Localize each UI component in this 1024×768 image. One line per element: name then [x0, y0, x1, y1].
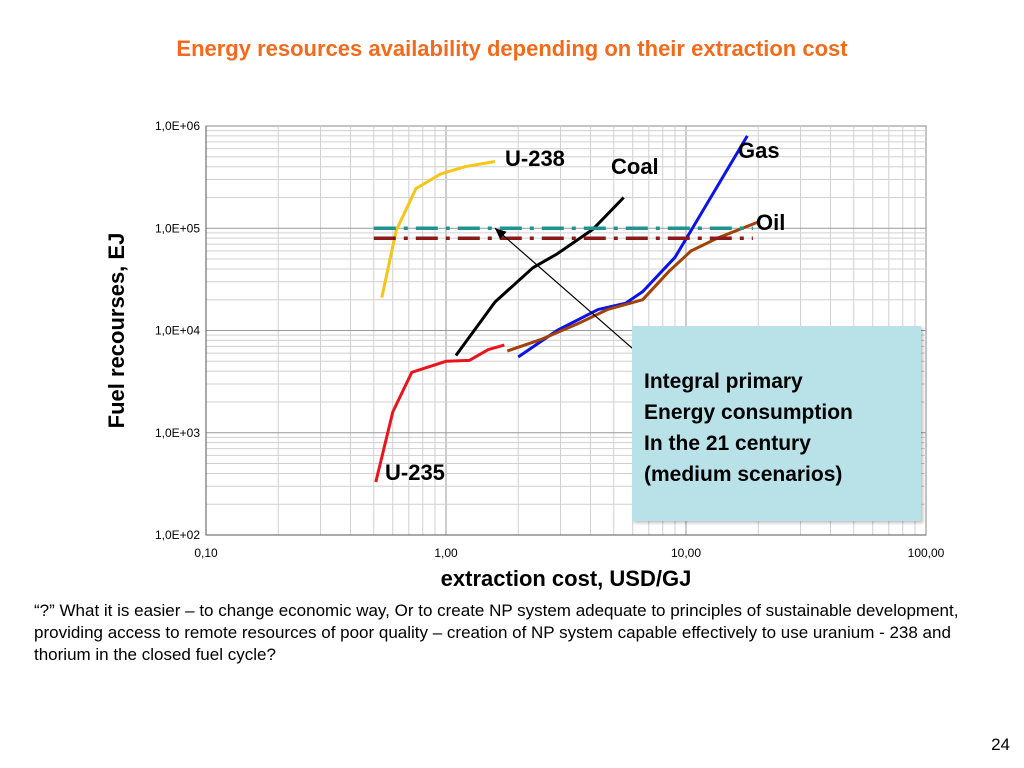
consumption-callout: Integral primary Energy consumption In t… — [632, 326, 921, 521]
series-label-coal: Coal — [611, 154, 659, 179]
y-tick-label: 1,0E+06 — [155, 119, 200, 133]
series-line-u-238 — [380, 160, 496, 298]
x-tick-label: 10,00 — [671, 546, 701, 560]
series-label-oil: Oil — [756, 210, 785, 235]
y-axis-title: Fuel recourses, EJ — [104, 233, 129, 429]
series-line-gas — [517, 135, 749, 359]
slide-title: Energy resources availability depending … — [176, 36, 848, 61]
series-label-u-238: U-238 — [505, 146, 565, 171]
chart-series — [373, 135, 759, 483]
callout-line: Integral primary — [644, 370, 803, 393]
callout-line: In the 21 century — [644, 432, 811, 455]
y-tick-label: 1,0E+03 — [155, 426, 200, 440]
callout-line: (medium scenarios) — [644, 463, 843, 486]
series-line-oil — [506, 220, 759, 353]
chart-arrow — [494, 227, 637, 353]
slide-note: “?” What it is easier – to change econom… — [34, 601, 959, 664]
series-line-coal — [454, 196, 625, 357]
series-label-gas: Gas — [738, 138, 780, 163]
chart-labels: Coal Gas Oil U-238 U-235 — [385, 138, 785, 485]
x-tick-label: 0,10 — [194, 546, 218, 560]
x-axis-title: extraction cost, USD/GJ — [441, 566, 692, 591]
y-tick-label: 1,0E+05 — [155, 221, 200, 235]
callout-line: Energy consumption — [644, 401, 853, 424]
y-tick-label: 1,0E+04 — [155, 324, 200, 338]
series-line-u-235 — [374, 343, 505, 483]
arrow-head — [495, 228, 507, 240]
series-label-u-235: U-235 — [385, 460, 445, 485]
arrow-shaft — [494, 227, 637, 353]
y-tick-label: 1,0E+02 — [155, 528, 200, 542]
x-tick-label: 100,00 — [908, 546, 945, 560]
chart-axes: 1,0E+02 1,0E+03 1,0E+04 1,0E+05 1,0E+06 0,10 1… — [104, 119, 945, 591]
x-tick-label: 1,00 — [434, 546, 458, 560]
page-number: 24 — [991, 735, 1010, 754]
